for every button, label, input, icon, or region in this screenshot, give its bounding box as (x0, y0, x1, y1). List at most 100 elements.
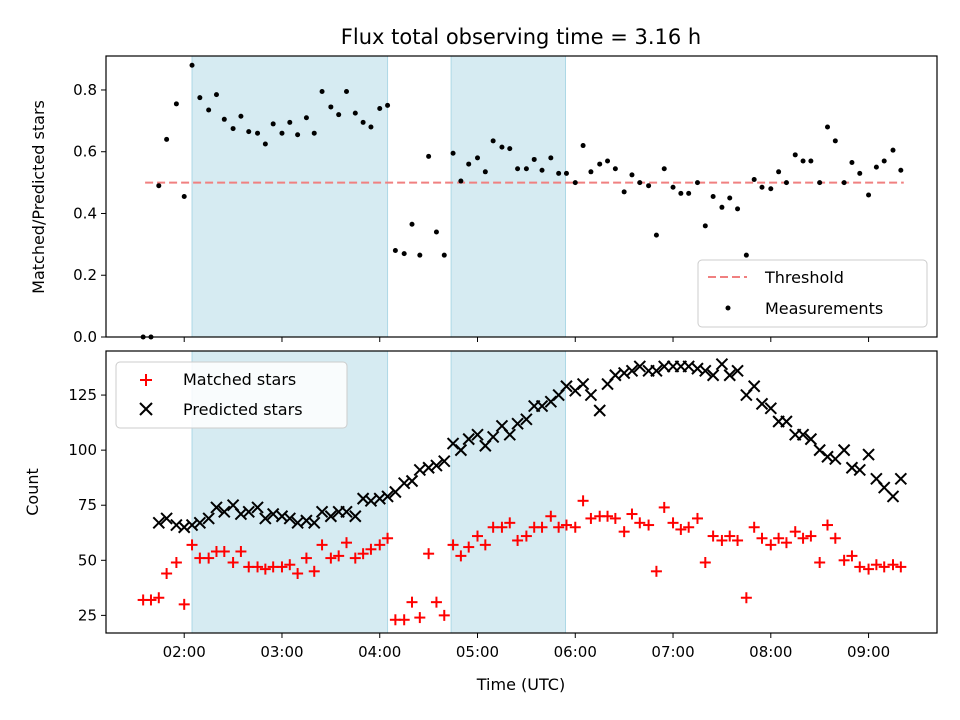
measurement-point (490, 138, 496, 144)
matched-star-point (569, 521, 581, 533)
measurement-point (377, 105, 383, 111)
matched-star-point (333, 550, 345, 562)
predicted-star-point (242, 505, 255, 519)
predicted-star-point (259, 512, 272, 525)
measurement-point (523, 166, 529, 172)
measurement-point (612, 166, 618, 172)
matched-star-point (374, 539, 386, 551)
measurement-point (368, 124, 374, 130)
predicted-star-point (617, 366, 631, 380)
measurement-point (515, 166, 521, 172)
bottom-legend-box (115, 361, 348, 429)
measurement-point (548, 155, 554, 161)
measurement-point (629, 172, 635, 178)
measurement-point (336, 112, 342, 118)
measurement-point (588, 169, 594, 175)
predicted-star-point (356, 492, 370, 505)
matched-star-point (870, 559, 882, 571)
matched-star-point (643, 519, 655, 531)
measurement-point (898, 167, 904, 173)
measurement-point (800, 158, 806, 164)
measurement-point (580, 143, 586, 149)
matched-star-point (765, 539, 777, 551)
matched-star-point (838, 554, 850, 566)
matched-star-point (430, 596, 442, 608)
top-legend: Threshold Measurements (697, 259, 928, 328)
measurement-point (621, 189, 627, 195)
measurement-point (539, 167, 545, 173)
measurement-point (270, 121, 276, 127)
x-tick-label: 08:00 (749, 643, 792, 661)
matched-star-point (691, 512, 703, 524)
matched-star-point (447, 539, 459, 551)
x-tick-label: 05:00 (456, 643, 499, 661)
measurement-point (890, 147, 896, 153)
matched-star-point (284, 559, 296, 571)
top-panel: 0.00.20.40.60.8 Matched/Predicted stars … (29, 55, 938, 346)
matched-star-point (455, 550, 467, 562)
matched-star-point (259, 563, 271, 575)
matched-star-point (398, 614, 410, 626)
predicted-star-point (821, 450, 834, 463)
predicted-star-point (170, 518, 183, 532)
predicted-star-point (520, 413, 533, 426)
measurement-point (164, 136, 170, 142)
measurement-point (710, 194, 716, 199)
bottom-y-axis-label: Count (23, 468, 42, 516)
predicted-star-point (405, 474, 419, 488)
measurement-point (832, 138, 838, 144)
predicted-star-point (308, 516, 321, 530)
predicted-star-point (486, 430, 500, 444)
measurement-point (409, 221, 415, 227)
measurement-point (653, 232, 659, 238)
predicted-star-point (471, 428, 484, 441)
measurement-point (735, 206, 741, 212)
x-tick-label: 03:00 (260, 643, 303, 661)
matched-star-point (218, 545, 230, 557)
measurement-point (287, 119, 293, 125)
matched-star-point (797, 532, 809, 544)
measurement-point (262, 141, 268, 147)
matched-star-point (814, 557, 826, 568)
measurement-point (694, 180, 700, 186)
measurement-point (401, 251, 407, 257)
bottom-shaded-region-1 (450, 350, 566, 634)
predicted-star-point (837, 443, 851, 457)
matched-star-point (178, 598, 190, 610)
legend-threshold-label: Threshold (764, 268, 844, 287)
measurement-point (385, 102, 391, 108)
x-tick-label: 06:00 (554, 643, 597, 661)
matched-star-point (145, 594, 157, 606)
measurement-point (776, 169, 782, 175)
predicted-star-point (780, 415, 793, 428)
measurement-point (873, 164, 879, 170)
matched-star-point (634, 517, 646, 529)
matched-star-point (732, 534, 744, 546)
matched-star-point (895, 561, 907, 573)
predicted-star-point (576, 377, 590, 391)
measurement-point (563, 170, 569, 176)
matched-star-point (316, 539, 328, 551)
predicted-star-point (625, 364, 639, 378)
matched-star-point (161, 568, 173, 580)
matched-star-point (325, 552, 337, 564)
top-y-tick-label: 0.4 (73, 204, 97, 222)
matched-star-point (276, 561, 288, 573)
measurement-point (475, 155, 481, 161)
legend-matched-label: Matched stars (183, 370, 296, 389)
predicted-star-point (340, 505, 353, 519)
matched-star-point (707, 530, 719, 542)
measurement-point (849, 160, 855, 166)
predicted-star-point (210, 501, 223, 514)
predicted-star-point (422, 461, 435, 474)
matched-star-point (577, 495, 589, 507)
measurement-point (173, 101, 179, 107)
predicted-star-point (658, 360, 671, 373)
top-legend-box (697, 259, 928, 328)
matched-star-point (341, 537, 353, 549)
predicted-star-point (804, 432, 818, 446)
predicted-star-point (584, 388, 598, 402)
matched-star-point (472, 530, 484, 542)
predicted-star-point (397, 476, 411, 490)
predicted-star-point (373, 492, 386, 505)
